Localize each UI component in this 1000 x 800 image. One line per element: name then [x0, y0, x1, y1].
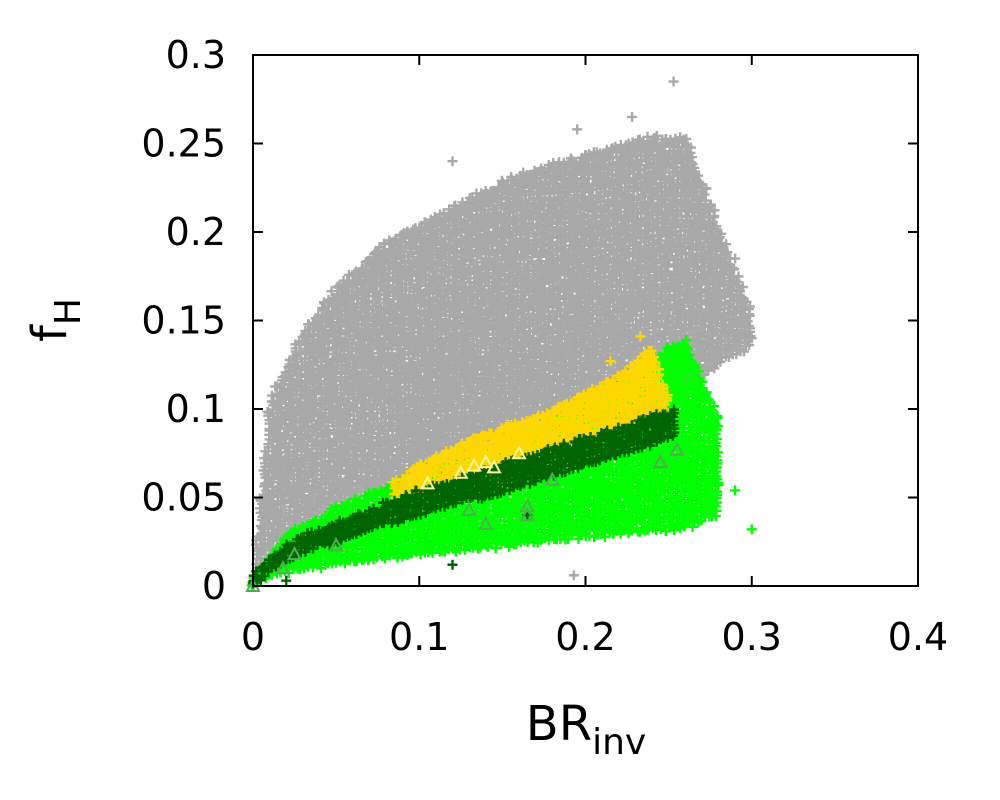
- data-points-layer: [245, 76, 757, 592]
- data-point: [310, 500, 321, 511]
- data-point: [266, 536, 277, 547]
- data-point: [326, 286, 337, 297]
- data-point: [303, 511, 314, 522]
- data-point: [310, 313, 321, 324]
- data-point: [295, 424, 306, 435]
